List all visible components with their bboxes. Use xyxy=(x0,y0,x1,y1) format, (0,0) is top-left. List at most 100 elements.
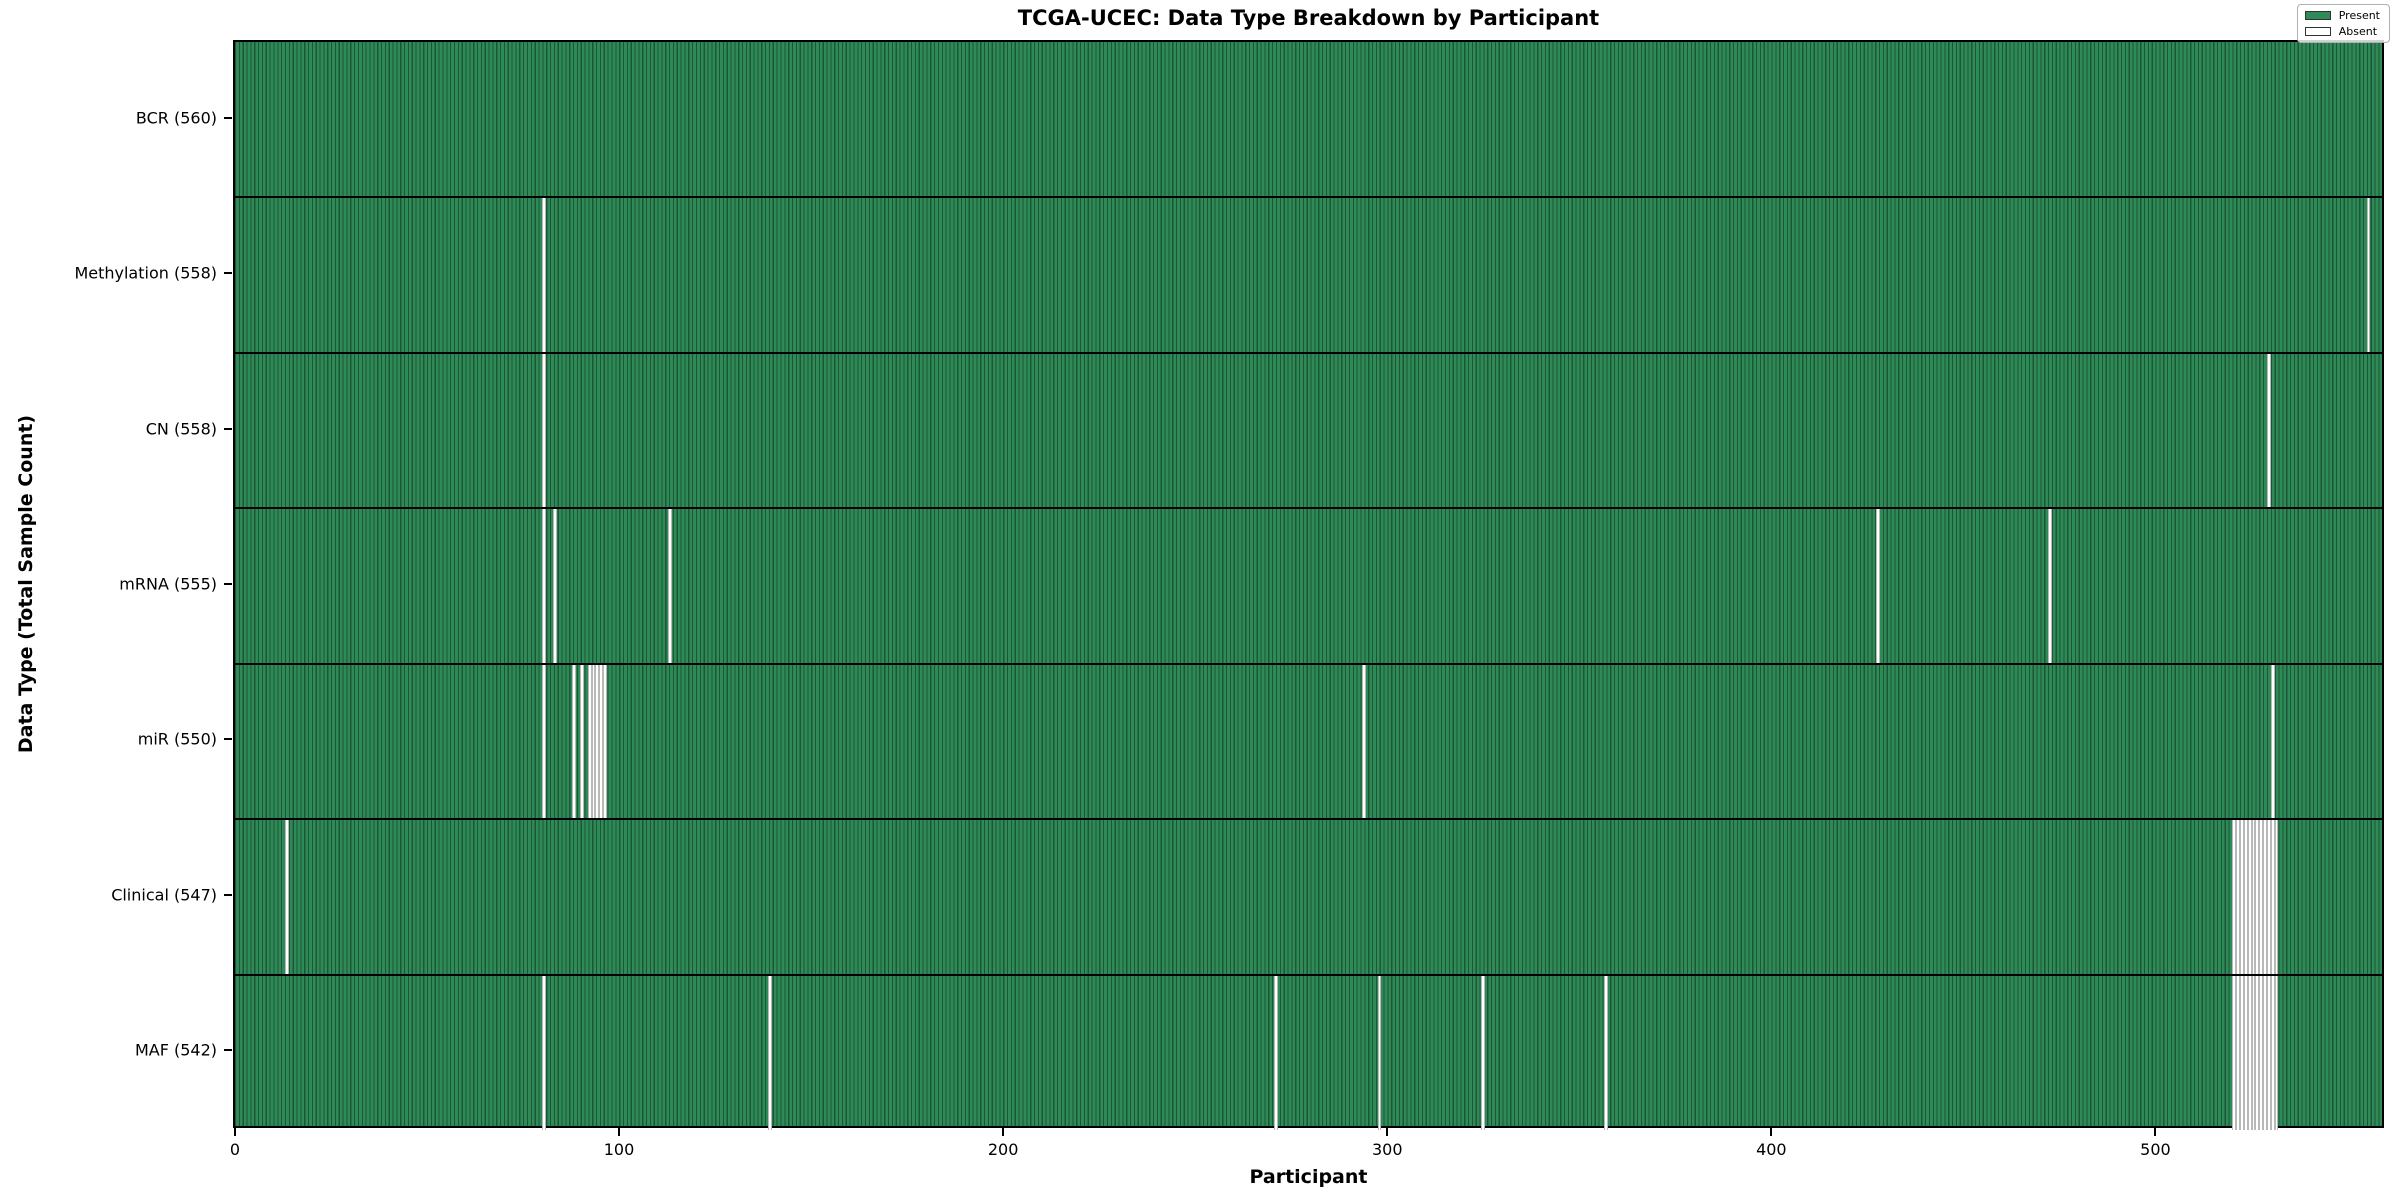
ytick-label-clinical: Clinical (547) xyxy=(111,885,217,905)
xtick-label-500: 500 xyxy=(2140,1140,2171,1159)
absent-cell xyxy=(2236,974,2241,1130)
ytick-label-mir: miR (550) xyxy=(137,729,217,749)
ytick-mark xyxy=(224,427,232,430)
row-band-bcr xyxy=(235,42,2382,197)
legend-item-present: Present xyxy=(2304,9,2380,22)
ytick-label-cn: CN (558) xyxy=(145,419,217,439)
row-band-mir xyxy=(235,663,2382,820)
absent-cell xyxy=(2263,819,2267,975)
absent-cell xyxy=(541,974,546,1130)
absent-cell xyxy=(2255,819,2260,975)
absent-cell xyxy=(2366,197,2371,353)
absent-cell xyxy=(2247,819,2252,975)
xtick-mark xyxy=(618,1128,621,1136)
row-separator xyxy=(235,818,2382,821)
xtick-mark xyxy=(1386,1128,1389,1136)
absent-cell xyxy=(668,508,673,664)
present-swatch-icon xyxy=(2304,11,2331,20)
absent-cell xyxy=(2270,819,2275,975)
row-separator xyxy=(235,662,2382,665)
absent-cell xyxy=(2259,974,2264,1130)
absent-cell xyxy=(2266,352,2271,509)
xtick-label-400: 400 xyxy=(1756,1140,1787,1159)
absent-cell xyxy=(2232,819,2237,975)
absent-cell xyxy=(1273,974,1278,1130)
ytick-mark xyxy=(224,893,232,896)
absent-cell xyxy=(572,663,577,820)
absent-cell xyxy=(553,508,558,664)
legend-item-absent: Absent xyxy=(2304,25,2380,38)
xtick-mark xyxy=(1770,1128,1773,1136)
absent-cell xyxy=(2243,819,2248,975)
absent-cell xyxy=(2240,974,2244,1130)
absent-cell xyxy=(1362,663,1366,820)
absent-cell xyxy=(541,197,546,353)
absent-cell xyxy=(2266,819,2271,975)
absent-cell xyxy=(2236,819,2241,975)
absent-cell xyxy=(2270,663,2275,820)
absent-cell xyxy=(2251,819,2256,975)
absent-cell xyxy=(1481,974,1485,1130)
absent-cell xyxy=(2274,819,2279,975)
ytick-mark xyxy=(224,116,232,119)
ytick-label-maf: MAF (542) xyxy=(134,1040,217,1060)
row-separator xyxy=(235,973,2382,976)
xtick-label-200: 200 xyxy=(987,1140,1019,1159)
absent-cell xyxy=(580,663,584,820)
ytick-mark xyxy=(224,738,232,741)
y-axis-label: Data Type (Total Sample Count) xyxy=(15,414,37,754)
absent-cell xyxy=(603,663,607,820)
xtick-label-300: 300 xyxy=(1371,1140,1403,1159)
x-axis-label: Participant xyxy=(1249,1166,1368,1188)
row-band-cn xyxy=(235,352,2382,509)
absent-cell xyxy=(599,663,604,820)
absent-cell xyxy=(1603,974,1608,1130)
ytick-label-mrna: mRNA (555) xyxy=(119,574,217,594)
row-band-methylation xyxy=(235,197,2382,353)
ytick-mark xyxy=(224,583,232,585)
legend-label: Present xyxy=(2338,9,2380,22)
absent-cell xyxy=(1377,974,1382,1130)
ytick-label-methylation: Methylation (558) xyxy=(74,263,217,283)
absent-cell xyxy=(2274,974,2279,1130)
plot-area xyxy=(233,40,2384,1130)
absent-cell xyxy=(2240,819,2244,975)
absent-cell xyxy=(767,974,772,1130)
row-band-maf xyxy=(235,974,2382,1130)
xtick-label-0: 0 xyxy=(229,1140,240,1159)
xtick-label-100: 100 xyxy=(603,1140,635,1159)
absent-cell xyxy=(2251,974,2256,1130)
row-band-clinical xyxy=(235,819,2382,975)
legend: Present Absent xyxy=(2296,4,2390,43)
ytick-mark xyxy=(224,272,232,275)
absent-cell xyxy=(2255,974,2260,1130)
chart-title: TCGA-UCEC: Data Type Breakdown by Partic… xyxy=(1017,6,1600,30)
absent-cell xyxy=(587,663,592,820)
ytick-mark xyxy=(224,1049,232,1052)
row-separator xyxy=(235,351,2382,354)
absent-cell xyxy=(2259,819,2264,975)
absent-cell xyxy=(541,352,546,509)
row-separator xyxy=(235,507,2382,510)
absent-cell xyxy=(595,663,600,820)
absent-cell xyxy=(541,663,546,820)
absent-cell xyxy=(2266,974,2271,1130)
xtick-mark xyxy=(1002,1128,1005,1136)
row-band-mrna xyxy=(235,508,2382,664)
absent-cell xyxy=(2048,508,2053,664)
absent-cell xyxy=(2232,974,2237,1130)
absent-cell xyxy=(541,508,546,664)
absent-cell xyxy=(2270,974,2275,1130)
xtick-mark xyxy=(2154,1128,2157,1136)
ytick-label-bcr: BCR (560) xyxy=(135,108,217,128)
absent-cell xyxy=(284,819,289,975)
absent-cell xyxy=(2247,974,2252,1130)
xtick-mark xyxy=(233,1128,236,1136)
absent-cell xyxy=(1875,508,1880,664)
legend-label: Absent xyxy=(2338,25,2378,38)
absent-swatch-icon xyxy=(2304,27,2331,36)
absent-cell xyxy=(2243,974,2248,1130)
absent-cell xyxy=(591,663,596,820)
absent-cell xyxy=(2263,974,2267,1130)
